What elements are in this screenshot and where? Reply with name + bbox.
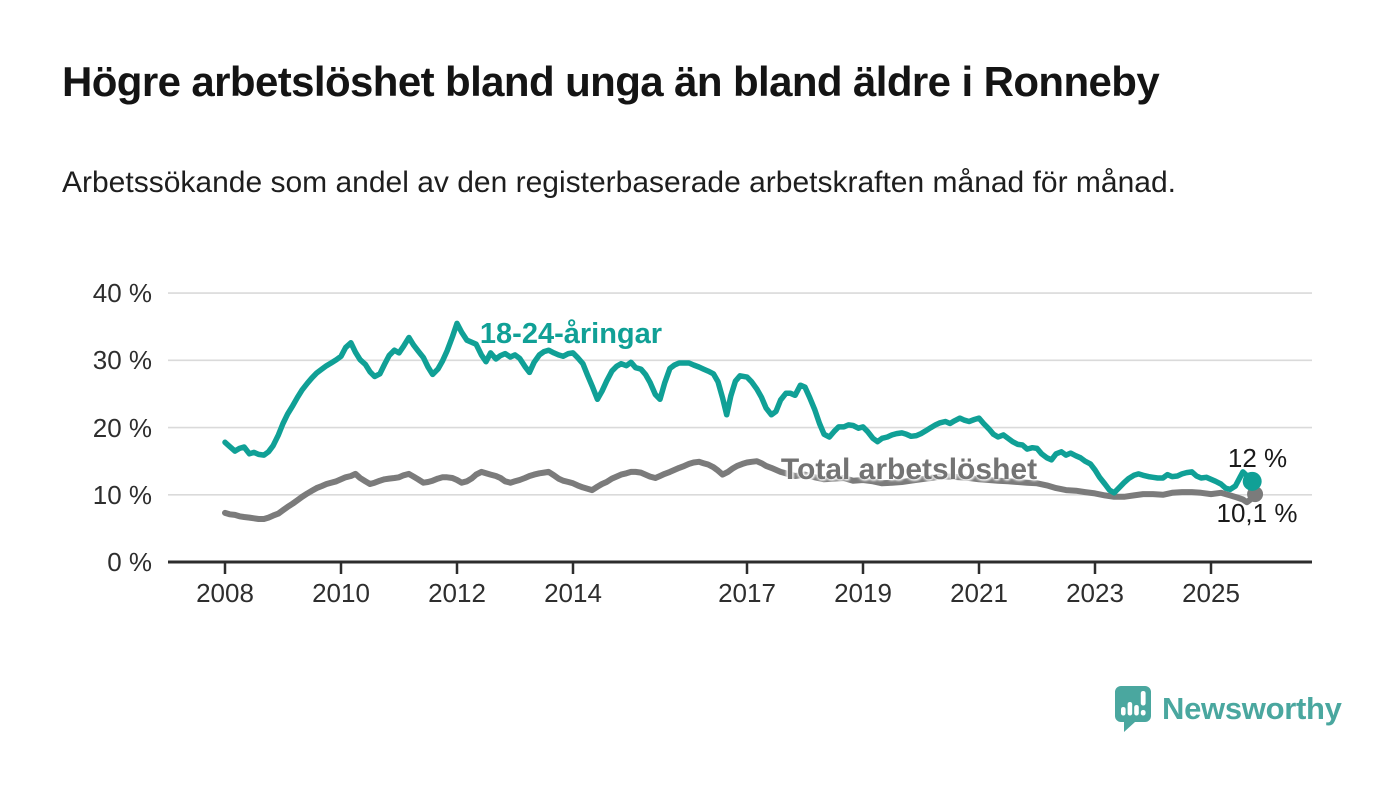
x-tick-label: 2021 (950, 578, 1008, 608)
y-tick-label: 0 % (107, 547, 152, 577)
x-tick-label: 2008 (196, 578, 254, 608)
chart-subtitle: Arbetssökande som andel av den registerb… (62, 166, 1176, 199)
series-line-young-end-dot (1242, 471, 1262, 491)
series-label-young: 18-24-åringar (479, 318, 663, 350)
x-tick-label: 2010 (312, 578, 370, 608)
series-label-total: Total arbetslöshet (780, 453, 1038, 486)
x-tick-label: 2017 (718, 578, 776, 608)
series-line-young (222, 320, 1255, 496)
x-tick-label: 2014 (544, 578, 602, 608)
newsworthy-logo: Newsworthy (1114, 684, 1342, 734)
newsworthy-logo-icon (1114, 685, 1152, 733)
y-tick-label: 40 % (92, 278, 152, 309)
x-tick-label: 2025 (1182, 578, 1240, 608)
y-tick-label: 20 % (92, 412, 152, 443)
y-tick-label: 30 % (92, 345, 152, 376)
x-tick-label: 2019 (834, 578, 892, 608)
end-value-label-young: 12 % (1227, 443, 1288, 473)
end-value-label-total: 10,1 % (1216, 498, 1298, 528)
page-title: Högre arbetslöshet bland unga än bland ä… (62, 58, 1160, 105)
x-tick-label: 2023 (1066, 578, 1124, 608)
y-tick-label: 10 % (92, 479, 152, 510)
newsworthy-logo-text: Newsworthy (1162, 691, 1342, 726)
x-tick-label: 2012 (428, 578, 486, 608)
series-line-total (222, 458, 1259, 522)
